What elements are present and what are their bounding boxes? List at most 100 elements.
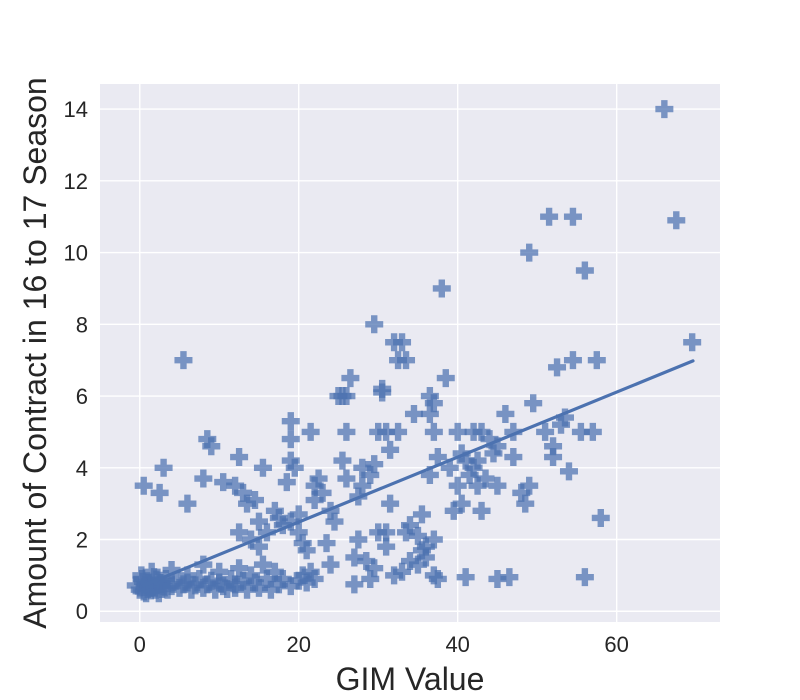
data-point (242, 566, 261, 585)
data-point (198, 575, 217, 594)
data-point (432, 279, 451, 298)
data-point (504, 422, 523, 441)
data-point (667, 211, 686, 230)
data-point (361, 569, 380, 588)
data-point (281, 430, 300, 449)
data-point (133, 572, 152, 591)
data-point (337, 422, 356, 441)
data-point (559, 462, 578, 481)
data-point (416, 548, 435, 567)
data-point (230, 523, 249, 542)
data-point (345, 548, 364, 567)
data-point (265, 562, 284, 581)
data-point (214, 473, 233, 492)
data-point (246, 491, 264, 510)
data-point (389, 422, 408, 441)
data-point (345, 575, 364, 594)
data-point (305, 491, 324, 510)
data-point (377, 523, 396, 542)
data-point (496, 404, 515, 423)
data-point (353, 458, 372, 477)
data-point (401, 516, 419, 535)
data-point (424, 394, 443, 413)
data-point (476, 469, 495, 488)
data-point (357, 552, 376, 571)
data-point (194, 578, 213, 597)
data-point (142, 562, 161, 581)
data-point (536, 422, 555, 441)
data-point (194, 469, 213, 488)
data-point (393, 562, 412, 581)
data-point (420, 404, 439, 423)
data-point (246, 573, 264, 592)
data-point (156, 569, 175, 588)
data-point (190, 569, 209, 588)
data-point (313, 483, 332, 502)
plot-background (100, 84, 720, 622)
data-point (277, 473, 296, 492)
data-point (377, 537, 396, 556)
data-point (520, 476, 539, 495)
x-tick-label-0: 0 (134, 632, 146, 657)
data-point (281, 412, 300, 431)
data-point (452, 444, 471, 463)
data-point (253, 555, 272, 574)
data-point (381, 440, 400, 459)
data-point (397, 523, 416, 542)
data-points (126, 100, 702, 603)
data-point (397, 351, 416, 370)
data-point (436, 369, 455, 388)
y-tick-label-1: 2 (76, 528, 88, 553)
data-point (381, 494, 400, 513)
data-point (257, 569, 276, 588)
data-point (516, 494, 535, 513)
y-axis-label: Amount of Contract in 16 to 17 Season (17, 77, 53, 628)
data-point (321, 555, 340, 574)
data-point (141, 579, 160, 598)
data-point (174, 351, 193, 370)
data-point (182, 580, 201, 599)
trendline (142, 359, 695, 588)
data-point (293, 566, 312, 585)
data-point (289, 523, 308, 542)
data-point (226, 578, 245, 597)
data-point (234, 483, 253, 502)
data-point (194, 555, 213, 574)
data-point (170, 578, 189, 597)
data-point (424, 566, 443, 585)
data-point (408, 526, 427, 545)
data-point (456, 451, 475, 470)
data-point (408, 555, 427, 574)
data-point (226, 476, 245, 495)
y-tick-label-2: 4 (76, 456, 88, 481)
data-point (683, 333, 702, 352)
y-tick-label-0: 0 (76, 599, 88, 624)
trendline-group (142, 359, 695, 588)
x-axis-label: GIM Value (336, 661, 485, 697)
data-point (456, 568, 475, 587)
data-point (337, 469, 356, 488)
data-point (257, 523, 276, 542)
data-point (134, 476, 153, 495)
data-point (242, 530, 261, 549)
data-point (238, 580, 257, 599)
data-point (472, 422, 491, 441)
data-point (377, 422, 396, 441)
data-point (556, 408, 574, 427)
data-point (149, 584, 168, 603)
data-point (365, 455, 384, 474)
data-point (424, 422, 443, 441)
data-point (154, 458, 173, 477)
data-point (460, 465, 479, 484)
data-point (488, 476, 507, 495)
data-point (281, 512, 300, 531)
data-point (305, 569, 324, 588)
data-point (444, 501, 463, 520)
data-point (234, 571, 253, 590)
data-point (301, 422, 320, 441)
data-point (468, 476, 487, 495)
y-tick-label-5: 10 (64, 241, 88, 266)
data-point (210, 573, 229, 592)
data-point (373, 379, 392, 398)
